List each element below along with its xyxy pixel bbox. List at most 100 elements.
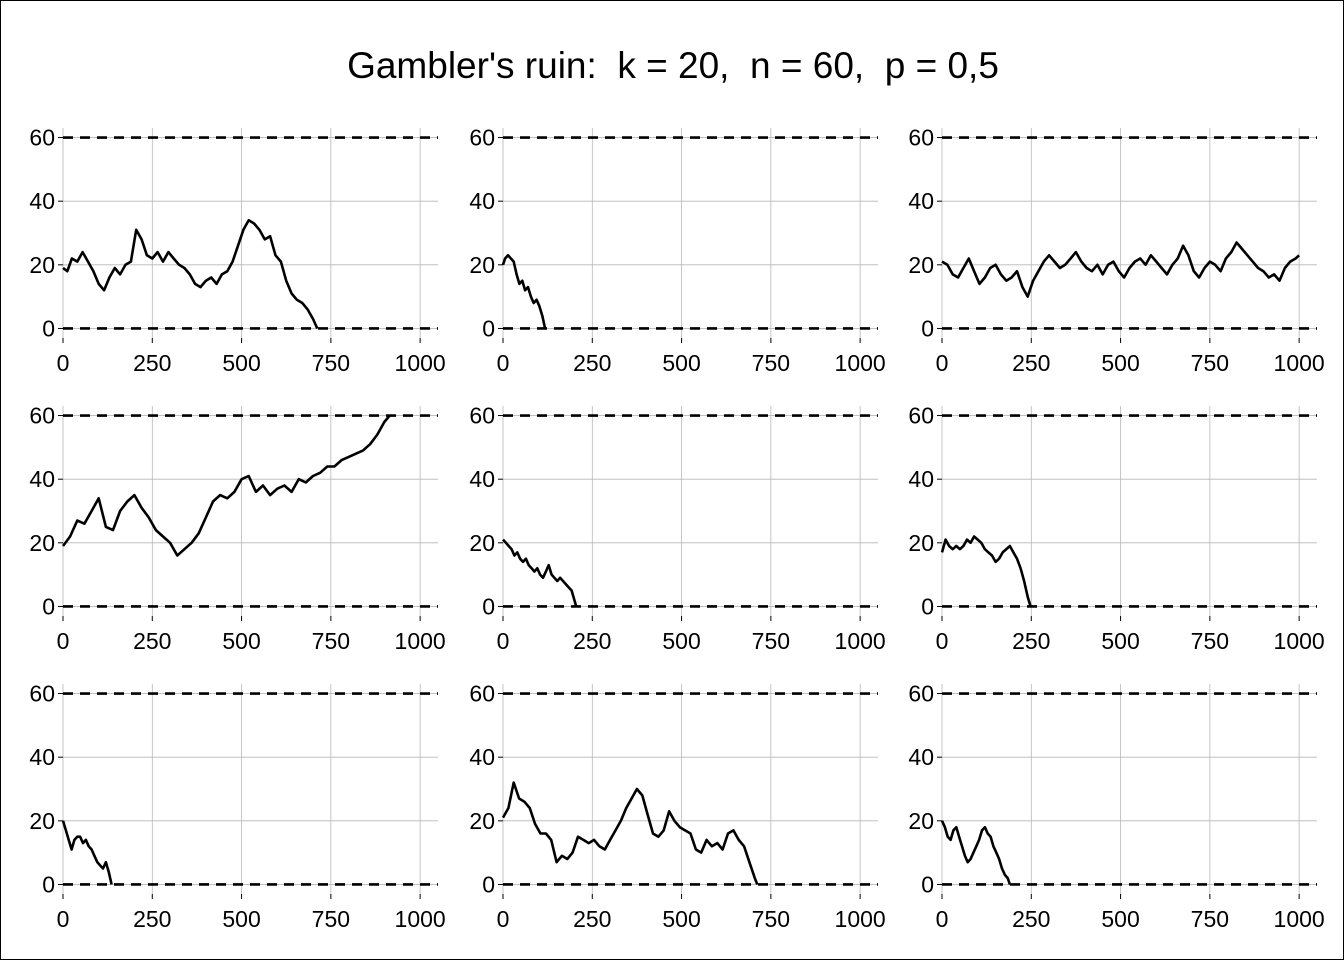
y-tick-label: 40 (469, 466, 495, 492)
y-tick-label: 60 (29, 403, 55, 429)
x-tick-label: 750 (1191, 906, 1229, 932)
x-tick-label: 250 (573, 350, 611, 376)
subplot-6: 0 20 40 60 0 250 500 750 1000 (908, 403, 1324, 654)
y-tick-label: 60 (908, 403, 934, 429)
random-walk-line (501, 254, 547, 329)
y-tick-label: 20 (908, 530, 934, 556)
random-walk-line (62, 219, 319, 330)
y-tick-label: 60 (469, 125, 495, 151)
x-tick-label: 1000 (395, 350, 446, 376)
random-walk-line (940, 535, 1032, 607)
x-tick-label: 500 (222, 906, 260, 932)
x-tick-label: 1000 (835, 906, 886, 932)
x-tick-label: 250 (133, 350, 171, 376)
random-walk-line (61, 414, 391, 557)
x-tick-label: 0 (57, 350, 70, 376)
y-tick-label: 40 (469, 188, 495, 214)
y-tick-label: 40 (908, 744, 934, 770)
y-tick-label: 20 (29, 808, 55, 834)
y-tick-label: 40 (29, 188, 55, 214)
y-tick-label: 20 (469, 530, 495, 556)
y-tick-label: 40 (908, 466, 934, 492)
subplot-3: 0 20 40 60 0 250 500 750 1000 (908, 125, 1324, 376)
y-tick-label: 0 (482, 315, 495, 341)
y-tick-label: 0 (42, 871, 55, 897)
y-tick-label: 60 (469, 403, 495, 429)
y-tick-label: 20 (29, 252, 55, 278)
x-tick-label: 500 (1101, 906, 1139, 932)
y-tick-label: 0 (921, 871, 934, 897)
x-tick-label: 0 (497, 628, 510, 654)
random-walk-line (940, 820, 1012, 885)
x-tick-label: 500 (1101, 350, 1139, 376)
x-tick-label: 1000 (395, 906, 446, 932)
y-tick-label: 40 (29, 466, 55, 492)
random-walk-line (501, 781, 759, 885)
y-tick-label: 20 (29, 530, 55, 556)
y-tick-label: 0 (921, 593, 934, 619)
x-tick-label: 500 (662, 628, 700, 654)
y-tick-label: 20 (908, 808, 934, 834)
y-tick-label: 0 (921, 315, 934, 341)
x-tick-label: 0 (936, 628, 949, 654)
subplot-4: 0 20 40 60 0 250 500 750 1000 (29, 403, 445, 654)
subplot-2: 0 20 40 60 0 250 500 750 1000 (469, 125, 885, 376)
x-tick-label: 250 (573, 628, 611, 654)
random-walk-line (502, 538, 578, 607)
x-tick-label: 750 (312, 628, 350, 654)
x-tick-label: 500 (222, 628, 260, 654)
x-tick-label: 1000 (1274, 628, 1325, 654)
y-tick-label: 60 (29, 681, 55, 707)
x-tick-label: 500 (662, 350, 700, 376)
x-tick-label: 1000 (835, 350, 886, 376)
y-tick-label: 20 (908, 252, 934, 278)
x-tick-label: 0 (57, 628, 70, 654)
x-tick-label: 500 (222, 350, 260, 376)
x-tick-label: 0 (936, 350, 949, 376)
x-tick-label: 750 (312, 906, 350, 932)
x-tick-label: 1000 (1274, 350, 1325, 376)
x-tick-label: 1000 (395, 628, 446, 654)
x-tick-label: 0 (497, 350, 510, 376)
y-tick-label: 20 (469, 252, 495, 278)
x-tick-label: 1000 (835, 628, 886, 654)
x-tick-label: 500 (1101, 628, 1139, 654)
x-tick-label: 750 (1191, 628, 1229, 654)
random-walk-line (61, 820, 113, 885)
y-tick-label: 40 (29, 744, 55, 770)
x-tick-label: 500 (662, 906, 700, 932)
x-tick-label: 250 (1012, 906, 1050, 932)
y-tick-label: 0 (42, 593, 55, 619)
x-tick-label: 0 (497, 906, 510, 932)
y-tick-label: 60 (908, 125, 934, 151)
subplot-8: 0 20 40 60 0 250 500 750 1000 (469, 681, 885, 932)
subplot-1: 0 20 40 60 0 250 500 750 1000 (29, 125, 445, 376)
x-tick-label: 0 (57, 906, 70, 932)
x-tick-label: 250 (1012, 350, 1050, 376)
y-tick-label: 40 (469, 744, 495, 770)
x-tick-label: 250 (573, 906, 611, 932)
x-tick-label: 750 (312, 350, 350, 376)
y-tick-label: 0 (482, 593, 495, 619)
subplot-9: 0 20 40 60 0 250 500 750 1000 (908, 681, 1324, 932)
random-walk-line (941, 241, 1300, 298)
y-tick-label: 0 (42, 315, 55, 341)
x-tick-label: 750 (1191, 350, 1229, 376)
x-tick-label: 750 (752, 350, 790, 376)
y-tick-label: 60 (469, 681, 495, 707)
x-tick-label: 250 (1012, 628, 1050, 654)
x-tick-label: 250 (133, 628, 171, 654)
chart-title: Gambler's ruin: k = 20, n = 60, p = 0,5 (347, 45, 999, 86)
y-tick-label: 0 (482, 871, 495, 897)
y-tick-label: 40 (908, 188, 934, 214)
y-tick-label: 60 (908, 681, 934, 707)
x-tick-label: 750 (752, 628, 790, 654)
y-tick-label: 20 (469, 808, 495, 834)
subplot-7: 0 20 40 60 0 250 500 750 1000 (29, 681, 445, 932)
x-tick-label: 750 (752, 906, 790, 932)
y-tick-label: 60 (29, 125, 55, 151)
x-tick-label: 1000 (1274, 906, 1325, 932)
x-tick-label: 0 (936, 906, 949, 932)
